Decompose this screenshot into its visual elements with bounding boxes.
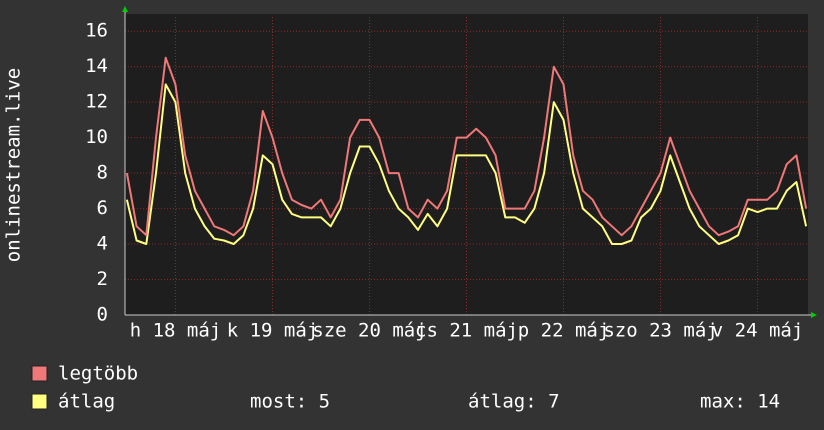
legend-label: legtöbb [58, 363, 138, 385]
stat-text: most: 5 [250, 391, 330, 413]
y-axis-label: onlinestream.live [3, 68, 25, 262]
legend-label: átlag [58, 391, 115, 413]
series-line [125, 56, 808, 237]
y-tick-label: 14 [85, 55, 108, 77]
x-tick-label: k 19 máj [227, 320, 319, 342]
x-tick-label: h 18 máj [130, 320, 222, 342]
x-tick-label: sze 20 máj [312, 320, 426, 342]
y-tick-label: 12 [85, 91, 108, 113]
y-tick-label: 8 [97, 162, 108, 184]
y-tick-label: 16 [85, 20, 108, 42]
x-tick-label: v 24 máj [712, 320, 804, 342]
legend-swatch [31, 393, 48, 410]
x-tick-label: szo 23 máj [603, 320, 717, 342]
y-tick-label: 10 [85, 126, 108, 148]
y-tick-label: 2 [97, 268, 108, 290]
y-tick-label: 0 [97, 304, 108, 326]
stat-text: átlag: 7 [468, 391, 560, 413]
axis-arrow [811, 312, 817, 318]
axis-arrow [122, 6, 128, 12]
y-tick-label: 4 [97, 233, 108, 255]
stat-text: max: 14 [700, 391, 780, 413]
x-tick-label: cs 21 máj [415, 320, 518, 342]
series-line [125, 83, 808, 245]
y-tick-label: 6 [97, 197, 108, 219]
legend-swatch [31, 365, 48, 382]
x-tick-label: p 22 máj [518, 320, 610, 342]
